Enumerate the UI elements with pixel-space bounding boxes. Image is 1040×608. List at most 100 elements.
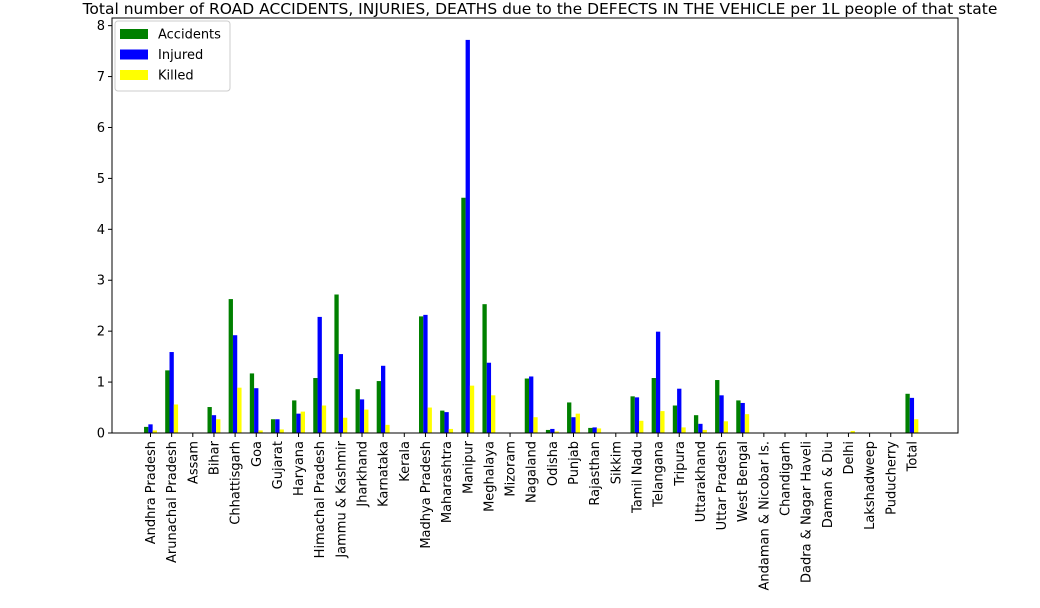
bar-killed-15	[469, 385, 475, 433]
x-tick-label: Kerala	[398, 441, 413, 482]
x-tick-label: Haryana	[292, 441, 307, 496]
bar-accidents-7	[292, 400, 297, 433]
bar-accidents-0	[144, 426, 149, 433]
bar-killed-1	[173, 404, 179, 433]
bar-accidents-15	[461, 197, 466, 433]
bar-killed-28	[744, 414, 750, 433]
y-tick-label: 3	[97, 274, 105, 289]
x-tick-label: Arunachal Pradesh	[165, 441, 180, 563]
x-tick-label: Meghalaya	[482, 441, 497, 512]
bar-accidents-13	[419, 316, 424, 433]
bar-killed-20	[575, 413, 580, 433]
x-tick-label: Uttarakhand	[694, 441, 709, 522]
bar-killed-26	[702, 429, 707, 433]
bar-accidents-18	[524, 378, 530, 433]
bar-accidents-23	[630, 396, 635, 433]
bar-accidents-21	[588, 427, 593, 433]
legend-swatch-killed	[120, 70, 148, 80]
bar-killed-5	[258, 430, 263, 433]
x-tick-label: Puducherry	[884, 441, 899, 515]
bar-killed-27	[723, 421, 728, 433]
bar-injured-36	[909, 397, 915, 433]
bar-injured-16	[486, 362, 492, 433]
bar-injured-19	[550, 428, 555, 433]
x-tick-label: Assam	[186, 441, 201, 484]
plot-area: 0 1 2 3 4 5 6 7 8 Andhra Pradesh Arunachal Prades…	[97, 17, 959, 591]
x-tick-label: Andaman & Nicobar Is.	[757, 441, 772, 591]
bar-accidents-19	[545, 429, 551, 433]
bar-injured-5	[254, 388, 259, 433]
legend: Accidents Injured Killed	[114, 20, 231, 92]
bar-accidents-27	[715, 380, 720, 433]
x-tick-label: Punjab	[567, 441, 582, 485]
bar-killed-23	[639, 420, 644, 433]
x-tick-label: Uttar Pradesh	[715, 441, 730, 530]
x-tick-label: Nagaland	[525, 441, 540, 503]
bar-injured-14	[444, 412, 449, 433]
legend-swatch-accidents	[120, 29, 148, 39]
x-tick-label: Lakshadweep	[863, 441, 878, 530]
bar-injured-27	[719, 395, 724, 433]
legend-label-injured: Injured	[158, 48, 203, 63]
bar-injured-8	[317, 316, 322, 433]
bar-accidents-10	[355, 389, 360, 433]
bar-accidents-25	[672, 405, 678, 433]
y-tick-label: 2	[97, 325, 105, 340]
x-tick-label: Madhya Pradesh	[419, 441, 434, 549]
axes-frame	[111, 17, 959, 434]
bar-injured-10	[359, 399, 365, 433]
bar-injured-15	[465, 39, 470, 434]
bar-killed-4	[237, 387, 242, 433]
x-tick-label: Sikkim	[609, 441, 624, 484]
legend-label-accidents: Accidents	[158, 28, 221, 43]
x-tick-label: Total	[905, 441, 920, 472]
x-tick-label: Chhattisgarh	[229, 441, 244, 525]
bars	[144, 39, 919, 434]
x-tick-label: Jammu & Kashmir	[334, 440, 349, 558]
bar-injured-9	[338, 354, 343, 433]
bar-injured-25	[677, 388, 682, 433]
bar-accidents-20	[567, 402, 572, 433]
y-tick-label: 4	[97, 223, 105, 238]
bar-killed-21	[596, 428, 602, 433]
bar-killed-6	[279, 429, 284, 433]
bar-injured-28	[740, 402, 745, 433]
bar-accidents-9	[334, 294, 339, 433]
bar-killed-8	[321, 405, 327, 433]
x-tick-label: Daman & Diu	[821, 441, 836, 528]
bar-injured-26	[698, 423, 703, 433]
bar-accidents-24	[651, 378, 656, 433]
bar-injured-20	[571, 417, 576, 433]
x-tick-label: Rajasthan	[588, 441, 603, 506]
bar-killed-16	[491, 395, 496, 433]
y-tick-label: 1	[97, 376, 105, 391]
x-axis: Andhra Pradesh Arunachal Pradesh Assam Biha…	[144, 433, 920, 591]
x-tick-label: Dadra & Nagar Haveli	[800, 441, 815, 583]
bar-killed-10	[364, 409, 369, 433]
bar-injured-6	[275, 419, 280, 433]
bar-injured-23	[634, 397, 640, 433]
chart-title: Total number of ROAD ACCIDENTS, INJURIES…	[82, 0, 998, 18]
bar-accidents-11	[376, 381, 381, 433]
bar-accidents-1	[165, 370, 170, 433]
x-tick-label: Goa	[250, 441, 265, 467]
bar-killed-36	[914, 419, 919, 433]
bar-killed-33	[850, 430, 855, 433]
x-tick-label: Gujarat	[271, 441, 286, 489]
x-tick-label: Mizoram	[504, 441, 519, 497]
x-tick-label: Jharkhand	[356, 441, 371, 508]
bar-injured-18	[529, 376, 534, 433]
y-tick-label: 7	[97, 70, 105, 85]
bar-injured-1	[169, 352, 174, 433]
bar-killed-11	[385, 424, 390, 433]
y-axis: 0 1 2 3 4 5 6 7 8	[97, 19, 112, 442]
bar-killed-13	[427, 407, 432, 433]
bar-accidents-14	[440, 410, 445, 433]
y-tick-label: 8	[97, 19, 105, 34]
x-tick-label: Chandigarh	[779, 441, 794, 516]
x-tick-label: Telangana	[652, 441, 667, 508]
bar-killed-0	[152, 430, 157, 433]
bar-injured-13	[423, 314, 428, 433]
bar-injured-0	[148, 424, 153, 433]
bar-accidents-36	[905, 393, 910, 433]
